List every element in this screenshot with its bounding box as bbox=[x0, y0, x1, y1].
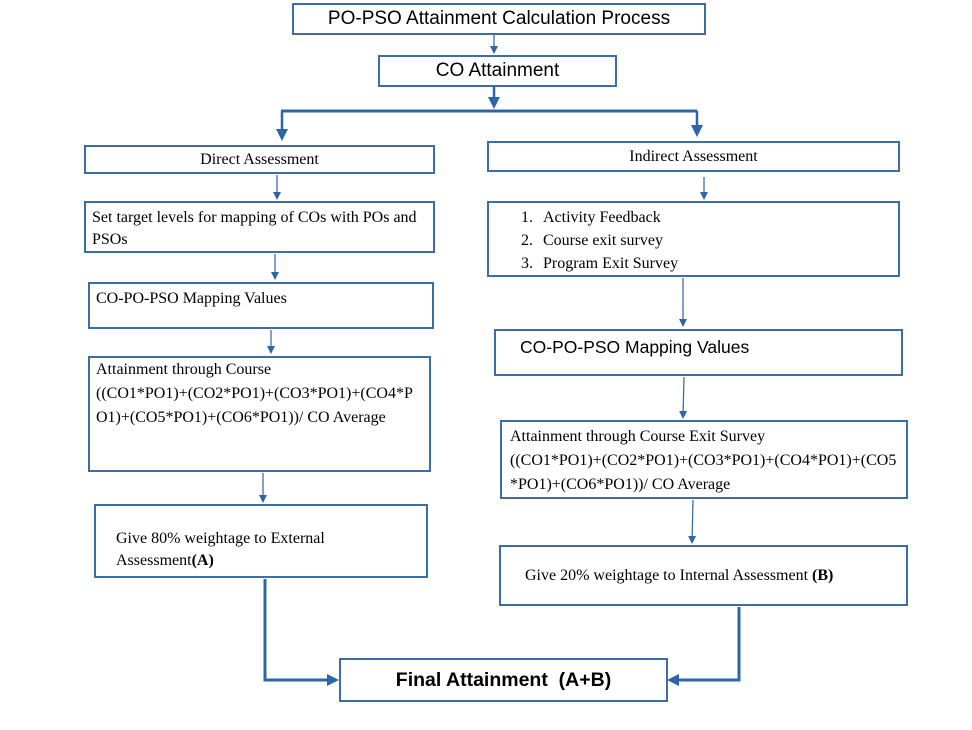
connector-b-to-final bbox=[682, 607, 741, 682]
weightage-b-text: Give 20% weightage to Internal Assessmen… bbox=[525, 567, 809, 584]
indirect-methods-list: Activity Feedback Course exit survey Pro… bbox=[489, 206, 898, 275]
weightage-a-tag: (A) bbox=[191, 552, 214, 569]
indirect-assessment-box: Indirect Assessment bbox=[487, 141, 900, 172]
weightage-a-text: Give 80% weightage to External Assessmen… bbox=[116, 530, 325, 569]
course-attainment-formula: ((CO1*PO1)+(CO2*PO1)+(CO3*PO1)+(CO4*PO1)… bbox=[96, 385, 413, 426]
course-attainment-box: Attainment through Course ((CO1*PO1)+(CO… bbox=[88, 356, 431, 472]
final-attainment-box: Final Attainment (A+B) bbox=[339, 658, 668, 702]
arrow-exit-attainment-to-weightage-b bbox=[688, 499, 697, 544]
exit-survey-attainment-box: Attainment through Course Exit Survey ((… bbox=[500, 420, 908, 499]
connector-a-to-final bbox=[263, 579, 326, 682]
exit-survey-attainment-formula: ((CO1*PO1)+(CO2*PO1)+(CO3*PO1)+(CO4*PO1)… bbox=[510, 452, 897, 493]
weightage-b-box: Give 20% weightage to Internal Assessmen… bbox=[499, 545, 908, 606]
co-attainment-box: CO Attainment bbox=[378, 55, 617, 87]
diagram-title: PO-PSO Attainment Calculation Process bbox=[292, 3, 706, 35]
list-item: Activity Feedback bbox=[537, 206, 898, 229]
exit-survey-attainment-title: Attainment through Course Exit Survey bbox=[510, 428, 766, 445]
weightage-b-tag: (B) bbox=[812, 567, 834, 584]
indirect-mapping-box: CO-PO-PSO Mapping Values bbox=[494, 329, 903, 376]
direct-mapping-box: CO-PO-PSO Mapping Values bbox=[88, 282, 434, 329]
direct-assessment-box: Direct Assessment bbox=[84, 145, 435, 174]
course-attainment-title: Attainment through Course bbox=[96, 361, 272, 378]
list-item: Course exit survey bbox=[537, 229, 898, 252]
target-levels-box: Set target levels for mapping of COs wit… bbox=[84, 201, 435, 253]
list-item: Program Exit Survey bbox=[537, 252, 898, 275]
weightage-a-box: Give 80% weightage to External Assessmen… bbox=[94, 504, 428, 578]
arrow-mapping-to-exit-attainment bbox=[679, 376, 688, 419]
indirect-methods-box: Activity Feedback Course exit survey Pro… bbox=[487, 201, 900, 277]
